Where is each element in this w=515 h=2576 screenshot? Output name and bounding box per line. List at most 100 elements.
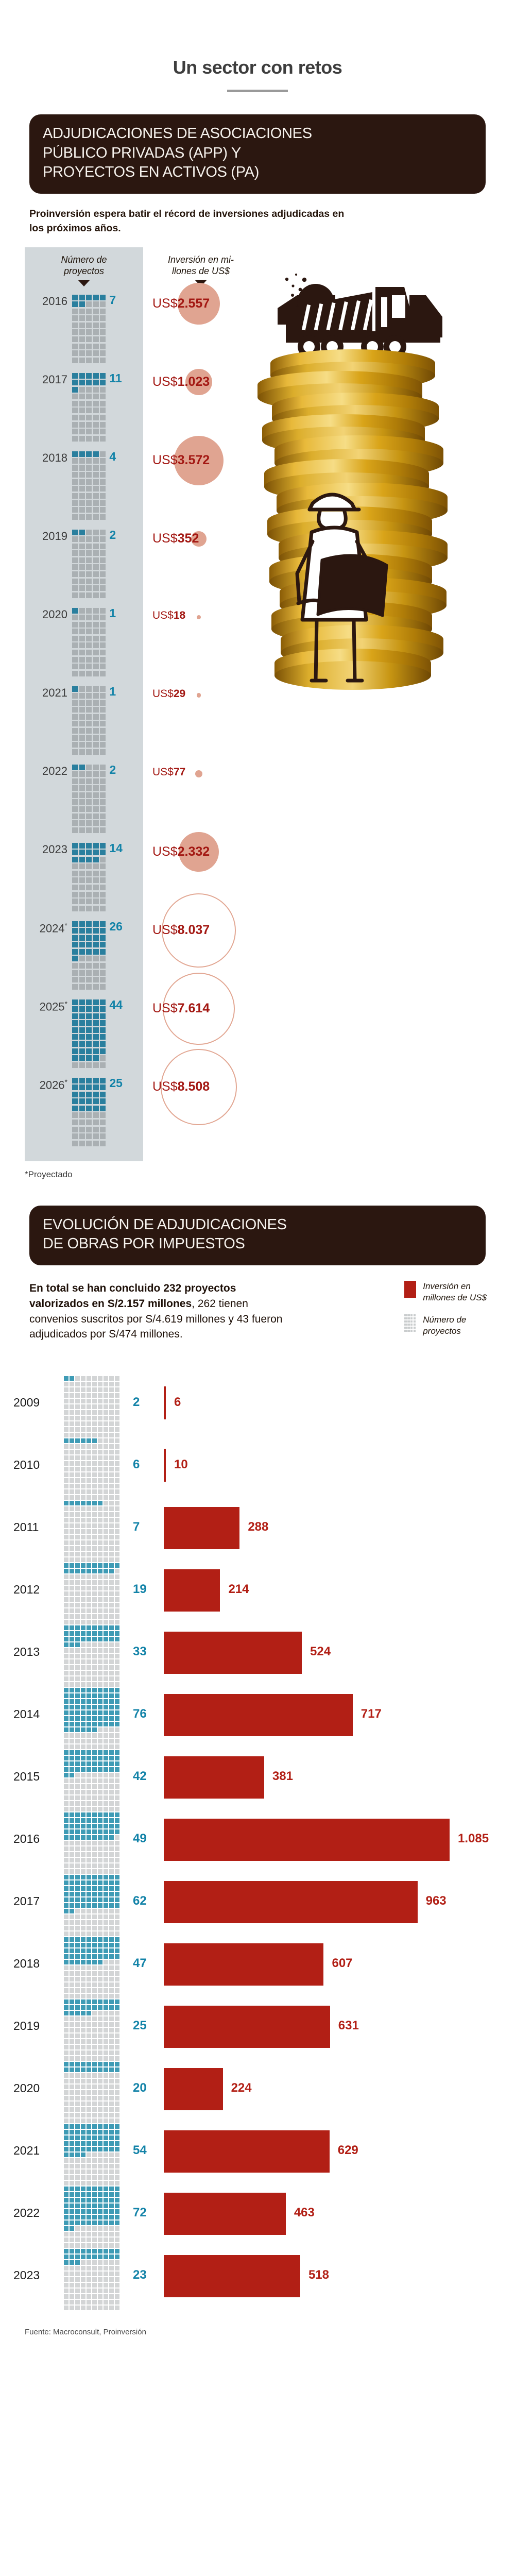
section2-summary-bold: En total se han concluido 232 proyectos … bbox=[29, 1282, 236, 1310]
chart1-investment-bubble bbox=[195, 770, 203, 777]
chart1-investment-bubble bbox=[185, 368, 212, 396]
chart1-investment-value: US$29 bbox=[152, 687, 186, 700]
chart2-dot-grid bbox=[64, 1750, 119, 1812]
chart2-year-label: 2016 bbox=[13, 1832, 40, 1846]
section2-summary-thin: , 262 tienen convenios suscritos por S/4… bbox=[29, 1297, 283, 1341]
page-title: Un sector con retos bbox=[173, 57, 342, 78]
chart2-year-label: 2013 bbox=[13, 1645, 40, 1659]
chart2-year-label: 2015 bbox=[13, 1770, 40, 1784]
chart1-row: 2020 1 bbox=[25, 607, 143, 678]
chart1-dot-grid bbox=[72, 921, 106, 990]
chart2-row: 2023 23 518 bbox=[0, 2245, 515, 2311]
chart2-investment-value: 1.085 bbox=[458, 1832, 489, 1846]
chart2-investment-value: 963 bbox=[425, 1894, 447, 1908]
chart2-dot-grid bbox=[64, 1376, 119, 1438]
section2-summary: En total se han concluido 232 proyectos … bbox=[29, 1281, 297, 1342]
chart1-investment-bubble bbox=[162, 893, 236, 968]
chart1-investment-col-header: Inversión en mi- llones de US$ bbox=[154, 255, 247, 286]
chart2-dot-grid bbox=[64, 1501, 119, 1563]
chart1-investment-value: US$2.557 bbox=[152, 296, 210, 311]
chart2-investment-value: 463 bbox=[294, 2206, 315, 2220]
section1-banner-line-3: PROYECTOS EN ACTIVOS (PA) bbox=[43, 164, 260, 181]
chart2-dot-grid bbox=[64, 2249, 119, 2311]
chart2-year-label: 2019 bbox=[13, 2019, 40, 2033]
chart2-row: 2014 76 717 bbox=[0, 1684, 515, 1750]
chart1-dot-grid bbox=[72, 764, 106, 833]
chart1-project-count: 25 bbox=[109, 1076, 123, 1090]
chart2-investment-bar bbox=[164, 1632, 302, 1674]
chart1-row: 2023 14 bbox=[25, 841, 143, 913]
chart1-row: 2026* 25 bbox=[25, 1076, 143, 1148]
chart1-row: 2017 11 bbox=[25, 371, 143, 443]
chart2-project-count: 42 bbox=[133, 1769, 147, 1784]
chart2-investment-value: 518 bbox=[308, 2268, 329, 2282]
chart1-investment-bubble bbox=[174, 435, 224, 485]
section1-intro: Proinversión espera batir el récord de i… bbox=[29, 208, 345, 234]
chart2-year-label: 2023 bbox=[13, 2268, 40, 2282]
chart1-investment-bubble bbox=[179, 832, 219, 872]
chart1-investment-value: US$77 bbox=[152, 766, 186, 778]
chart2-investment-bar bbox=[164, 1386, 166, 1420]
chart2-row: 2012 19 214 bbox=[0, 1559, 515, 1625]
chart2-dot-grid bbox=[64, 1937, 119, 1999]
chart1-project-count: 7 bbox=[109, 293, 116, 307]
chart2-investment-bar bbox=[164, 1819, 450, 1861]
chart2-year-label: 2017 bbox=[13, 1894, 40, 1908]
chart1-investment-value: US$7.614 bbox=[152, 1001, 210, 1015]
chart1-investment-bubble bbox=[162, 972, 235, 1045]
chart2-row: 2016 49 1.085 bbox=[0, 1808, 515, 1874]
chart1-project-count: 4 bbox=[109, 449, 116, 463]
chart2-project-count: 47 bbox=[133, 1956, 147, 1971]
chart1-investment-bubble bbox=[191, 531, 207, 547]
chart1-project-count: 14 bbox=[109, 841, 123, 855]
chart1-investment-bubble bbox=[178, 283, 220, 325]
chart1-project-count: 11 bbox=[109, 371, 122, 385]
chart1-investment-bubble bbox=[161, 1048, 237, 1125]
chart1-project-count: 2 bbox=[109, 762, 116, 776]
chart2-investment-value: 717 bbox=[360, 1707, 382, 1721]
chart2-row: 2018 47 607 bbox=[0, 1933, 515, 1999]
section1-banner-line-1: ADJUDICACIONES DE ASOCIACIONES bbox=[43, 125, 312, 142]
chart1-projects-column: Número de proyectos 2016 7 2017 11 2018 4 2019… bbox=[25, 247, 143, 1161]
chart1-investment-value: US$18 bbox=[152, 609, 186, 621]
chart2-row: 2019 25 631 bbox=[0, 1995, 515, 2061]
chart1-projects-col-header: Número de proyectos bbox=[25, 255, 143, 277]
chart2-investment-bar bbox=[164, 2193, 286, 2235]
chart2-investment-bar bbox=[164, 1449, 166, 1482]
chart1-investment-value: US$8.037 bbox=[152, 922, 210, 937]
chart1-year-label: 2023 bbox=[42, 842, 67, 856]
chart1-investment-value: US$3.572 bbox=[152, 452, 210, 467]
chart1-dot-grid bbox=[72, 451, 106, 520]
chart1-year-label: 2017 bbox=[42, 372, 67, 386]
section2-banner-line-1: EVOLUCIÓN DE ADJUDICACIONES bbox=[43, 1216, 287, 1233]
chart2-row: 2013 33 524 bbox=[0, 1621, 515, 1687]
chart2-project-count: 62 bbox=[133, 1894, 147, 1908]
chart1-project-count: 44 bbox=[109, 997, 123, 1011]
chart1-row: 2024* 26 bbox=[25, 920, 143, 991]
chart1-project-count: 1 bbox=[109, 684, 116, 698]
coins-truck-worker-illustration bbox=[258, 273, 448, 690]
chart2-project-count: 72 bbox=[133, 2206, 147, 2220]
chart2-row: 2020 20 224 bbox=[0, 2058, 515, 2124]
chart1-footnote: *Proyectado bbox=[25, 1169, 73, 1179]
chart1-investment-bubble bbox=[197, 615, 201, 619]
chart2-project-count: 23 bbox=[133, 2268, 147, 2282]
chart2-investment-bar bbox=[164, 2130, 330, 2173]
chart2-row: 2022 72 463 bbox=[0, 2182, 515, 2248]
chart1-row: 2016 7 bbox=[25, 293, 143, 365]
chart2-dot-grid bbox=[64, 1688, 119, 1750]
chart2-project-count: 6 bbox=[133, 1458, 140, 1472]
chart1-dot-grid bbox=[72, 1077, 106, 1146]
chart1-year-label: 2020 bbox=[42, 607, 67, 621]
chart2-investment-bar bbox=[164, 1694, 353, 1737]
legend-projects-line1: Número de bbox=[423, 1315, 467, 1325]
chart2-project-count: 54 bbox=[133, 2143, 147, 2158]
chart2-row: 2021 54 629 bbox=[0, 2120, 515, 2186]
chart2-dot-grid bbox=[64, 2187, 119, 2248]
chart2-dot-grid bbox=[64, 2062, 119, 2124]
chart2-year-label: 2014 bbox=[13, 1707, 40, 1721]
chart1-year-label: 2022 bbox=[42, 764, 67, 777]
chart2-dot-grid bbox=[64, 1563, 119, 1625]
chart1-investment-value: US$2.332 bbox=[152, 844, 210, 859]
chart1-row: 2021 1 bbox=[25, 684, 143, 756]
